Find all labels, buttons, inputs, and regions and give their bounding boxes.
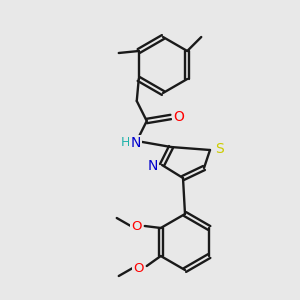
Text: H: H <box>121 136 130 148</box>
Text: O: O <box>131 220 142 232</box>
Text: O: O <box>173 110 184 124</box>
Text: S: S <box>214 142 224 156</box>
Text: N: N <box>148 159 158 173</box>
Text: N: N <box>130 136 141 150</box>
Text: O: O <box>134 262 144 275</box>
